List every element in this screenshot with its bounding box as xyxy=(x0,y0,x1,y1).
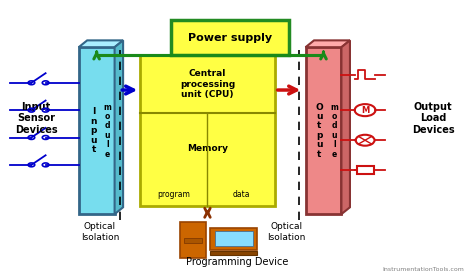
FancyBboxPatch shape xyxy=(215,231,253,246)
FancyBboxPatch shape xyxy=(210,228,257,250)
Text: Output
Load
Devices: Output Load Devices xyxy=(412,102,455,135)
FancyBboxPatch shape xyxy=(79,47,115,214)
FancyBboxPatch shape xyxy=(357,166,374,174)
Polygon shape xyxy=(79,40,123,47)
Text: I
n
p
u
t: I n p u t xyxy=(91,108,97,154)
Text: InstrumentationTools.com: InstrumentationTools.com xyxy=(382,266,464,272)
FancyBboxPatch shape xyxy=(171,20,289,56)
Text: Optical
Isolation: Optical Isolation xyxy=(267,222,306,242)
Polygon shape xyxy=(115,40,123,214)
Polygon shape xyxy=(341,40,350,214)
Text: Power supply: Power supply xyxy=(188,33,272,43)
Text: M: M xyxy=(361,106,369,115)
Text: O
u
t
p
u
t: O u t p u t xyxy=(315,103,323,158)
FancyBboxPatch shape xyxy=(140,56,275,206)
FancyBboxPatch shape xyxy=(184,238,202,243)
Text: m
o
d
u
l
e: m o d u l e xyxy=(330,103,338,158)
FancyBboxPatch shape xyxy=(306,47,341,214)
FancyBboxPatch shape xyxy=(180,222,206,258)
Text: program: program xyxy=(157,191,190,199)
Polygon shape xyxy=(306,40,350,47)
Text: data: data xyxy=(232,191,250,199)
Text: Central
processing
unit (CPU): Central processing unit (CPU) xyxy=(180,69,235,99)
FancyBboxPatch shape xyxy=(210,251,257,255)
Text: Programming Device: Programming Device xyxy=(186,257,288,268)
Text: m
o
d
u
l
e: m o d u l e xyxy=(103,103,111,158)
Text: Input
Sensor
Devices: Input Sensor Devices xyxy=(15,102,57,135)
Text: Optical
Isolation: Optical Isolation xyxy=(81,222,119,242)
Text: Memory: Memory xyxy=(187,144,228,153)
